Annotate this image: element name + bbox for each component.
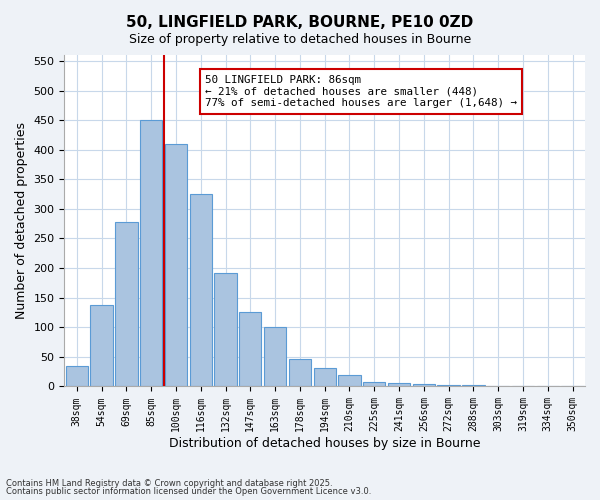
Bar [314,368,336,386]
Bar [165,144,187,386]
Bar [214,273,236,386]
Bar [239,312,262,386]
Text: Contains HM Land Registry data © Crown copyright and database right 2025.: Contains HM Land Registry data © Crown c… [6,478,332,488]
Bar [65,366,88,386]
Text: Size of property relative to detached houses in Bourne: Size of property relative to detached ho… [129,32,471,46]
X-axis label: Distribution of detached houses by size in Bourne: Distribution of detached houses by size … [169,437,481,450]
Text: 50 LINGFIELD PARK: 86sqm
← 21% of detached houses are smaller (448)
77% of semi-: 50 LINGFIELD PARK: 86sqm ← 21% of detach… [205,75,517,108]
Bar [115,222,137,386]
Bar [437,384,460,386]
Bar [338,374,361,386]
Text: Contains public sector information licensed under the Open Government Licence v3: Contains public sector information licen… [6,487,371,496]
Bar [91,306,113,386]
Bar [363,382,385,386]
Y-axis label: Number of detached properties: Number of detached properties [15,122,28,319]
Bar [264,328,286,386]
Text: 50, LINGFIELD PARK, BOURNE, PE10 0ZD: 50, LINGFIELD PARK, BOURNE, PE10 0ZD [127,15,473,30]
Bar [289,358,311,386]
Bar [388,383,410,386]
Bar [140,120,163,386]
Bar [190,194,212,386]
Bar [413,384,435,386]
